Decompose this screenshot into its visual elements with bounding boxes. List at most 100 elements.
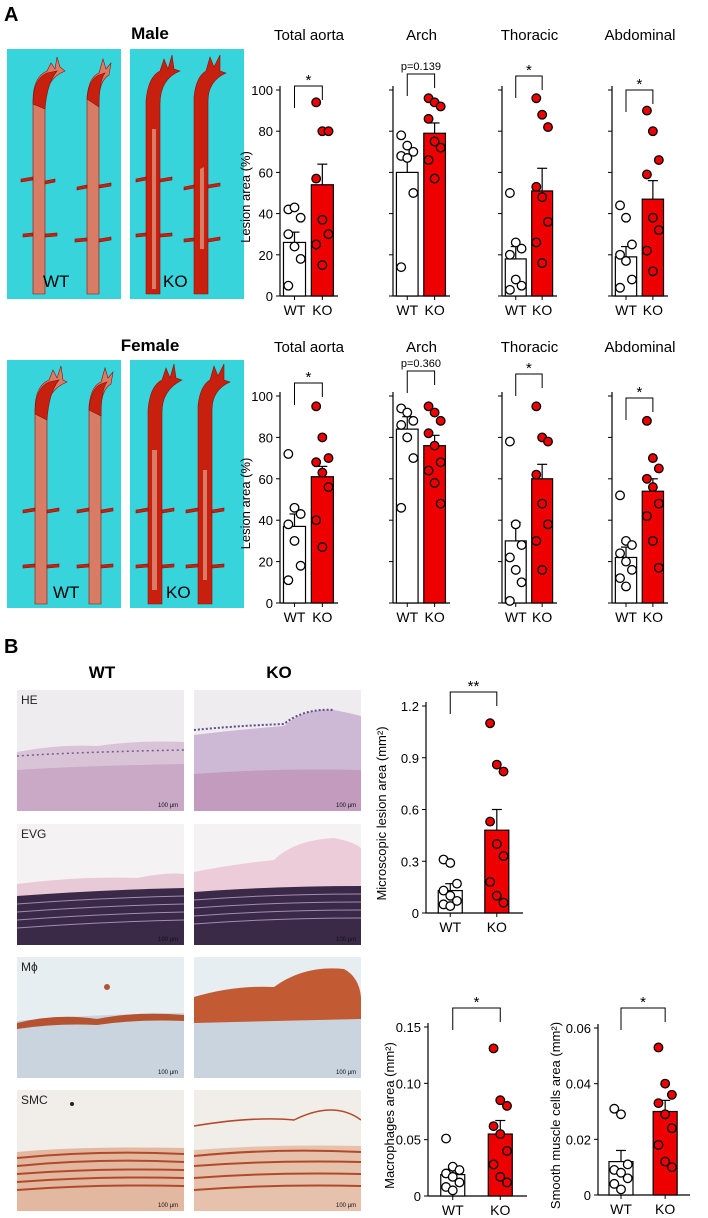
data-point	[543, 519, 553, 530]
female-ko-aorta-photo	[130, 360, 244, 608]
female-wt-aorta-photo	[7, 360, 121, 608]
data-point	[491, 890, 502, 901]
x-tick-label: KO	[490, 1202, 510, 1218]
data-point	[616, 1167, 626, 1178]
data-point	[429, 477, 440, 488]
data-point	[653, 463, 664, 474]
data-point	[491, 759, 502, 770]
y-tick-label: 0.02	[566, 1132, 591, 1147]
data-point	[402, 140, 413, 151]
y-tick-label: 0.04	[566, 1077, 591, 1092]
evg-wt-micrograph	[17, 824, 184, 945]
mphi-ko-scalebar: 100 µm	[336, 1070, 357, 1076]
data-point	[627, 239, 637, 250]
panel-a-letter: A	[4, 4, 19, 26]
x-tick-label: WT	[505, 609, 527, 625]
significance-label: p=0.360	[401, 358, 441, 370]
y-tick-label: 80	[259, 124, 273, 139]
data-point	[653, 1098, 664, 1109]
y-tick-label: 0	[414, 1189, 421, 1204]
subplot-male-3: Abdominal WT KO *	[605, 27, 676, 318]
subplot-macro-0: 0 0.05 0.10 0.15 WT KO *	[396, 994, 527, 1218]
data-point	[423, 155, 434, 165]
data-point	[283, 229, 294, 240]
data-point	[653, 562, 664, 573]
subplot-female-2: Thoracic WT KO *	[498, 339, 559, 625]
data-point	[653, 1042, 664, 1053]
chart-macro: Macrophages area (mm²) 0 0.05 0.10 0.15 WT KO *	[382, 994, 527, 1218]
data-point	[283, 280, 294, 291]
significance-label: **	[468, 678, 480, 695]
significance-label: *	[640, 994, 646, 1011]
data-point	[485, 718, 496, 729]
data-point	[295, 560, 306, 571]
smc-ko-scalebar: 100 µm	[336, 1203, 357, 1209]
data-point	[402, 153, 413, 163]
data-point	[498, 851, 509, 862]
subplot-female-3: Abdominal WT KO *	[605, 339, 676, 625]
y-axis-label: Microscopic lesion area (mm²)	[374, 726, 389, 900]
data-point	[647, 212, 658, 223]
significance-bracket	[515, 373, 543, 396]
mphi-wt-tissue	[17, 984, 184, 1078]
ko-bar	[310, 476, 334, 604]
data-point	[615, 490, 625, 501]
he-ko-scalebar: 100 µm	[336, 803, 357, 809]
data-point	[502, 1100, 512, 1111]
data-point	[435, 457, 446, 468]
data-point	[641, 245, 652, 256]
data-point	[311, 401, 322, 412]
chart-female: Lesion area (%) 0 20 40 60 80 100 Total aorta WT…	[238, 339, 675, 625]
x-tick-label: WT	[284, 609, 306, 625]
data-point	[283, 575, 294, 586]
significance-label: *	[305, 369, 311, 386]
y-tick-label: 0	[412, 906, 419, 921]
data-point	[653, 225, 664, 236]
evg-wt-tissue	[17, 873, 184, 945]
data-point	[666, 1162, 677, 1173]
male-title: Male	[131, 24, 169, 43]
significance-label: p=0.139	[401, 61, 441, 73]
subplot-male-0: 0 20 40 60 80 100 Total aorta WT KO *	[251, 27, 344, 318]
data-point	[531, 469, 542, 480]
x-tick-label: KO	[487, 919, 507, 935]
male-wt-aorta-photo	[7, 49, 121, 299]
data-point	[396, 502, 407, 513]
x-tick-label: WT	[442, 1202, 464, 1218]
evg-ko-scalebar: 100 µm	[336, 937, 357, 943]
data-point	[641, 511, 652, 522]
data-point	[445, 901, 456, 912]
data-point	[429, 407, 440, 418]
data-point	[653, 1139, 664, 1150]
data-point	[504, 552, 515, 563]
y-tick-label: 0	[266, 289, 273, 304]
data-point	[311, 97, 322, 108]
y-axis-label: Lesion area (%)	[238, 458, 253, 550]
data-point	[495, 1129, 506, 1139]
data-point	[621, 256, 631, 266]
smc-wt-tissue	[17, 1102, 184, 1211]
y-tick-label: 60	[259, 472, 273, 487]
data-point	[504, 249, 515, 260]
data-point	[323, 126, 334, 137]
significance-label: *	[637, 384, 643, 401]
data-point	[488, 1121, 499, 1132]
y-tick-label: 80	[259, 430, 273, 445]
data-point	[408, 188, 419, 198]
data-point	[295, 212, 306, 223]
smc-wt-scalebar: 100 µm	[158, 1203, 179, 1209]
subplot-title: Abdominal	[605, 339, 676, 356]
y-axis-label: Lesion area (%)	[238, 151, 253, 243]
data-point	[510, 519, 521, 530]
panel-b-letter: B	[4, 636, 19, 658]
data-point	[396, 420, 407, 430]
data-point	[323, 453, 334, 464]
y-tick-label: 0.9	[401, 751, 419, 766]
y-tick-label: 0	[266, 596, 273, 611]
data-point	[317, 542, 328, 553]
data-point	[641, 473, 652, 484]
male-ko-aorta-drawing	[135, 54, 227, 295]
data-point	[531, 535, 542, 546]
female-wt-aorta-drawing	[22, 365, 114, 605]
data-point	[311, 173, 322, 184]
